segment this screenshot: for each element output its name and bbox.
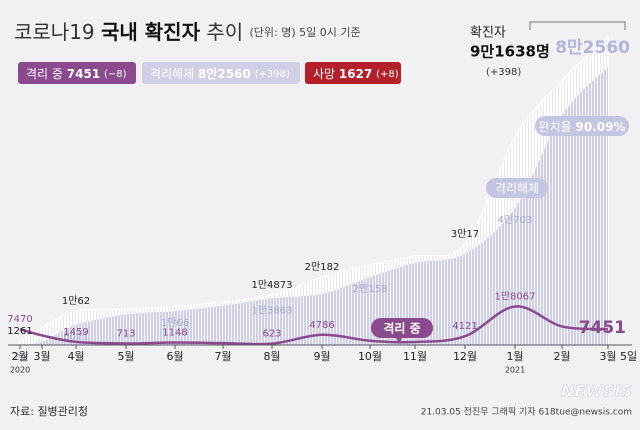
title: 코로나19 국내 확진자 추이 (단위: 명) 5일 0시 기준 — [14, 20, 361, 44]
value-label: 1만8067 — [494, 290, 535, 302]
recovery-text: 완치율 90.09% — [539, 120, 626, 134]
badge-bg — [535, 116, 629, 136]
legend-change: (−8) — [104, 69, 127, 80]
value-label: 1459 — [63, 327, 88, 338]
x-tick-label: 12월 — [453, 350, 477, 363]
legend-value: 7451 — [67, 67, 100, 81]
total-label: 확진자 — [470, 26, 506, 41]
x-tick-label: 1월 — [506, 350, 523, 363]
x-tick-label: 2월 — [553, 350, 570, 363]
isolation-line — [19, 305, 609, 346]
value-label: 4786 — [309, 320, 334, 331]
legend-box — [142, 62, 300, 84]
x-tick-label: 3월 — [599, 350, 616, 363]
watermark: NEWSIS — [561, 382, 632, 401]
value-label: 8만2560 — [555, 38, 630, 58]
value-label: 3만17 — [451, 228, 479, 240]
value-label: 1261 — [7, 326, 32, 337]
x-tick-label: 11월 — [403, 350, 427, 363]
legend-value: 1627 — [339, 67, 372, 81]
x-tick-label: 4월 — [67, 350, 84, 363]
isolation-badge: 격리 중 — [371, 318, 433, 344]
x-tick-label: 10월 — [358, 350, 382, 363]
legend-box — [305, 62, 401, 84]
x-tick-label: 7월 — [214, 350, 231, 363]
value-label: 623 — [262, 329, 281, 340]
value-label: 2만182 — [305, 261, 340, 273]
legend-label: 격리해제 — [150, 67, 194, 81]
x-tick-label: 8월 — [263, 350, 280, 363]
source: 자료: 질병관리청 — [10, 405, 88, 418]
value-label: 2만158 — [353, 283, 388, 295]
released-badge-text: 격리해제 — [495, 182, 539, 196]
badge-bg — [371, 318, 433, 338]
x-tick-label: 2월 — [11, 350, 28, 363]
x-tick-label: 3월 — [33, 350, 50, 363]
badge-pointer — [396, 338, 402, 344]
value-label: 1148 — [162, 328, 187, 339]
legend-label: 사망 — [313, 67, 335, 81]
x-tick-label: 5월 — [117, 350, 134, 363]
legend-text: 격리 중 7451 (−8) — [26, 67, 127, 81]
value-label: 1만66 — [161, 317, 189, 329]
value-label: 4121 — [452, 321, 477, 332]
title-part: 국내 확진자 — [101, 20, 201, 44]
title-part: 코로나19 — [14, 20, 95, 44]
legend-label: 격리 중 — [26, 67, 63, 81]
x-tick-label: 9월 — [313, 350, 330, 363]
plot: 1261 1만62 1만4873 2만182 3만17 24 6021 1만66 1만3863 2… — [7, 35, 637, 375]
legend-box — [18, 62, 136, 84]
title-part: 추이 — [206, 20, 243, 44]
total-box: 확진자 9만1638명 (+398) — [470, 21, 626, 78]
total-change: (+398) — [486, 67, 521, 78]
value-label: 713 — [116, 328, 135, 339]
recovery-value: 90.09% — [575, 120, 625, 134]
legend-text: 격리해제 8만2560 (+398) — [150, 66, 290, 81]
legend: 격리 중 7451 (−8) 격리해제 8만2560 (+398) 사망 1627 … — [18, 62, 401, 84]
x-tick-label: 6월 — [166, 350, 183, 363]
last-day: 5일 — [620, 349, 637, 363]
badge-bg — [486, 178, 548, 198]
isolation-badge-text: 격리 중 — [383, 321, 420, 336]
released-badge: 격리해제 — [486, 178, 548, 198]
legend-value: 8만2560 — [198, 66, 251, 81]
value-label: 7470 — [7, 314, 32, 325]
value-label: 1만4873 — [251, 279, 292, 291]
credit: 21.03.05 전진우 그래픽 기자 618tue@newsis.com — [421, 407, 632, 418]
year-label: 2020 — [10, 366, 30, 375]
value-label: 6021 — [63, 332, 88, 343]
value-label: 24 — [14, 352, 27, 363]
bracket — [529, 21, 626, 30]
year-label: 2021 — [505, 366, 525, 375]
value-label: 4만703 — [498, 214, 533, 226]
legend-change: (+398) — [255, 69, 290, 80]
legend-text: 사망 1627 (+8) — [313, 67, 399, 81]
value-label: 1만3863 — [251, 304, 292, 316]
value-label: 7451 — [579, 318, 626, 338]
recovery-label: 완치율 — [539, 120, 572, 134]
recovery-badge: 완치율 90.09% — [535, 116, 629, 136]
released-area — [20, 66, 608, 345]
unit: (단위: 명) 5일 0시 기준 — [250, 25, 361, 39]
value-label: 1만62 — [62, 295, 90, 307]
legend-change: (+8) — [376, 69, 399, 80]
total-value: 9만1638명 — [470, 43, 550, 61]
